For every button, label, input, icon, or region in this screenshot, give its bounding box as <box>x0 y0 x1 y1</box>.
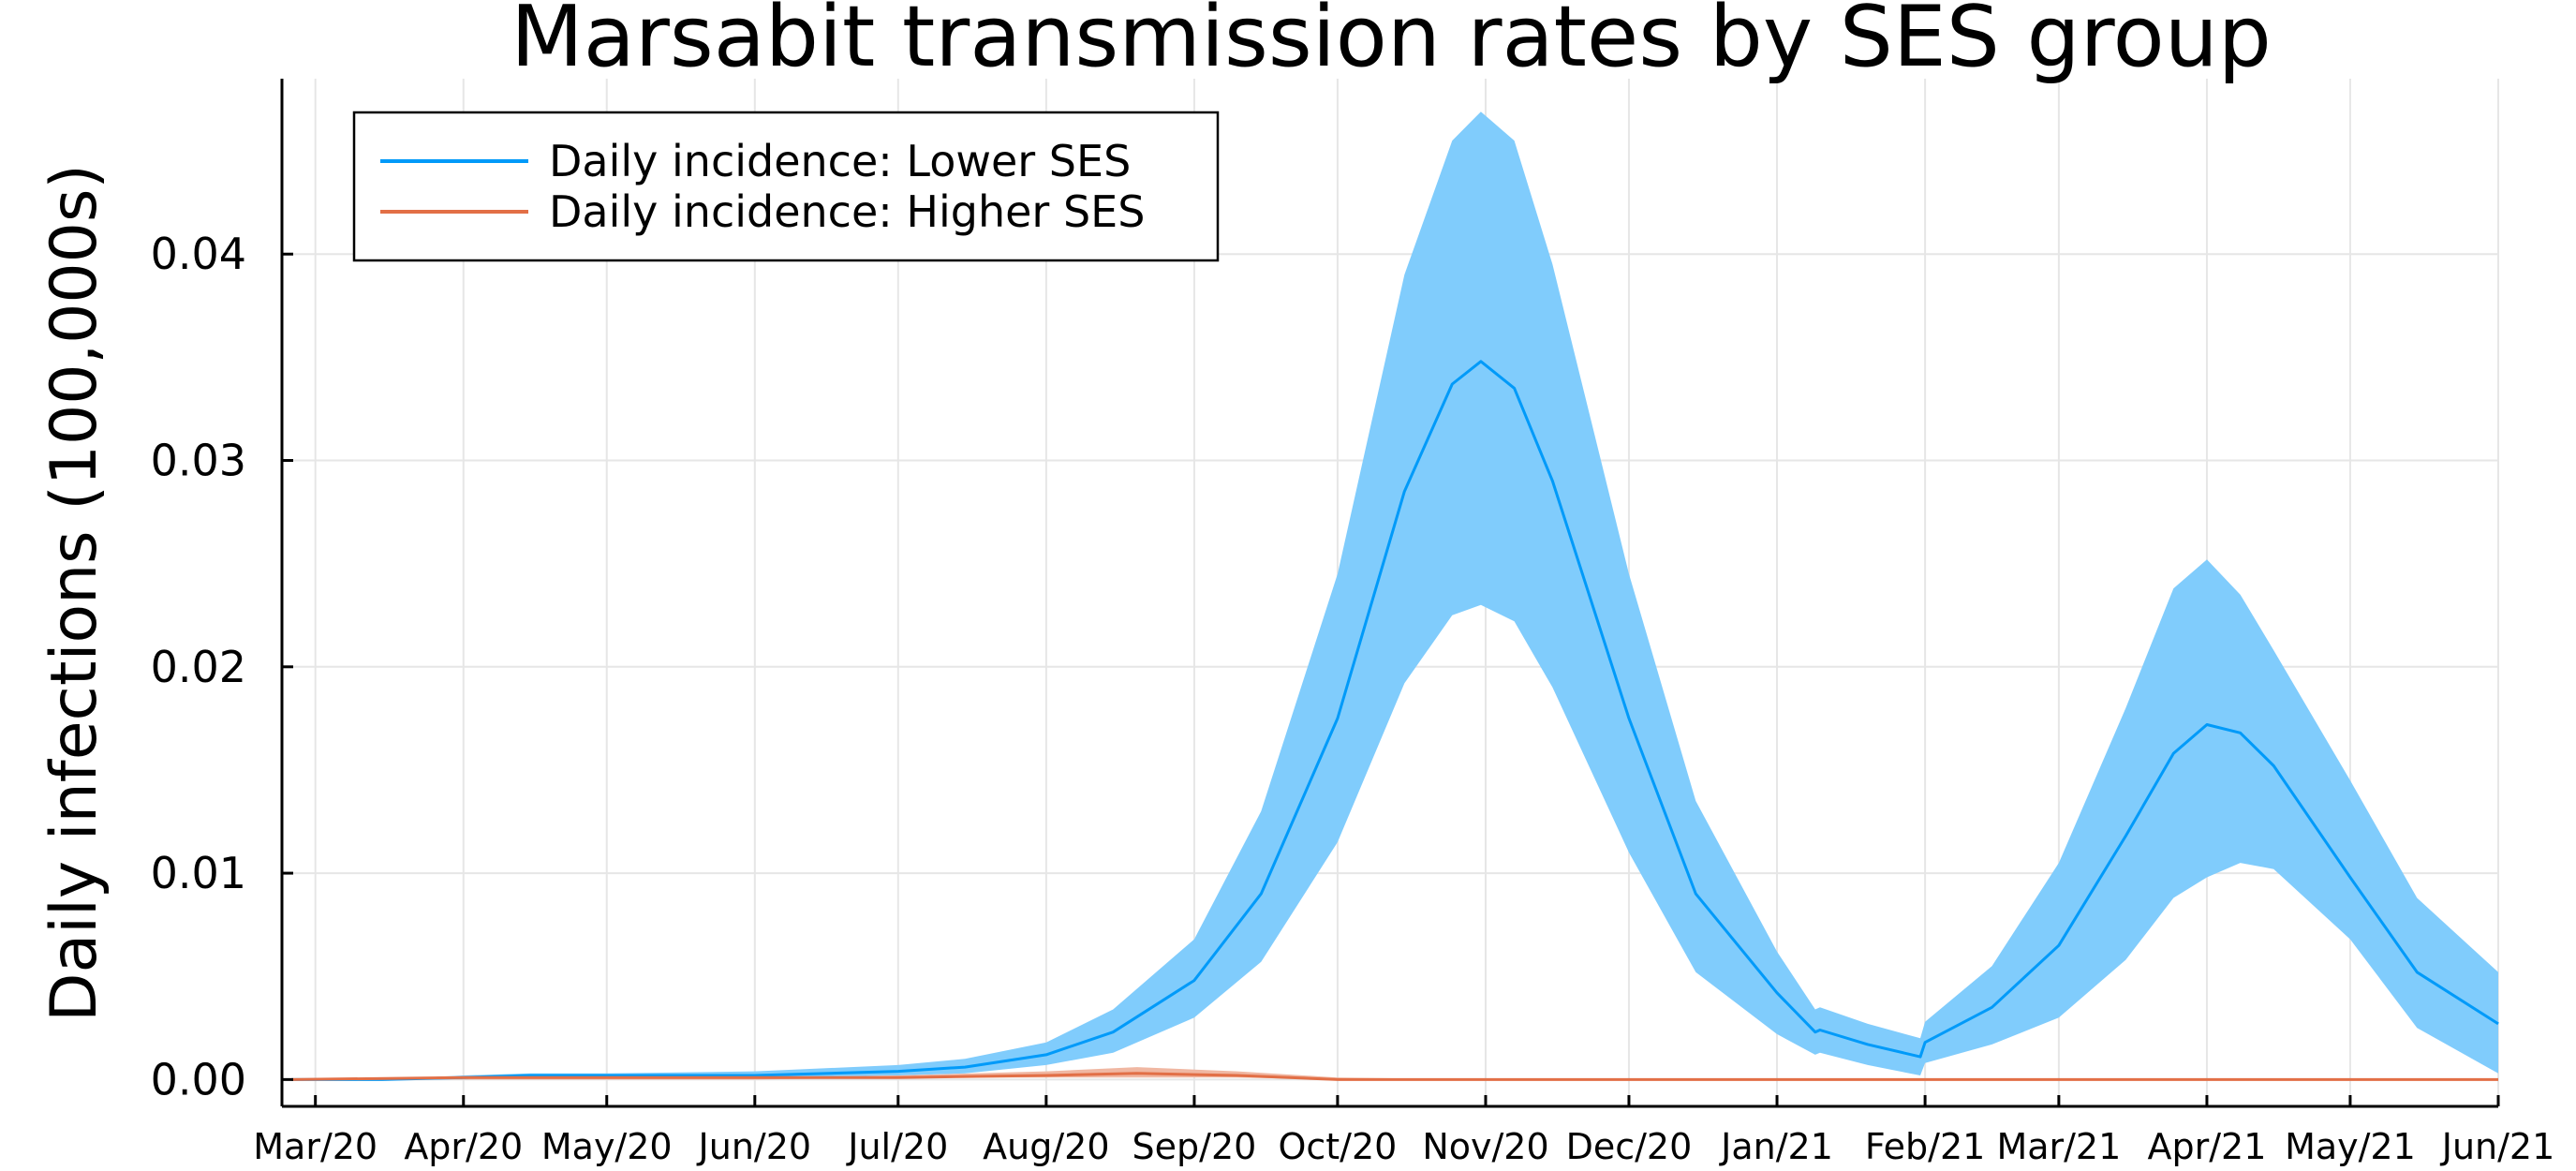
y-tick-label: 0.04 <box>151 229 246 279</box>
legend-label-2: Daily incidence: Higher SES <box>549 186 1145 237</box>
y-tick-label: 0.03 <box>151 436 246 486</box>
y-tick-label: 0.02 <box>151 642 246 692</box>
tick-labels: Mar/20 Apr/20 May/20 Jun/20 Jul/20 Aug/20 Sep/… <box>151 229 2555 1167</box>
x-tick-label: Jul/20 <box>846 1126 948 1167</box>
x-tick-label: Nov/20 <box>1422 1126 1548 1167</box>
x-tick-label: May/20 <box>541 1126 673 1167</box>
legend-box <box>352 111 1220 262</box>
x-tick-label: Mar/20 <box>253 1126 378 1167</box>
y-axis-label: Daily infections (100,000s) <box>37 164 111 1022</box>
x-tick-label: Jun/21 <box>2440 1126 2555 1167</box>
confidence-band-series-1 <box>291 111 2499 1080</box>
legend-label-1: Daily incidence: Lower SES <box>549 136 1131 186</box>
x-tick-label: Apr/21 <box>2147 1126 2266 1167</box>
x-tick-label: Aug/20 <box>983 1126 1109 1167</box>
x-tick-label: Sep/20 <box>1133 1126 1257 1167</box>
axes <box>280 79 2500 1108</box>
series-line-2 <box>291 1072 2498 1081</box>
x-tick-label: Jun/20 <box>697 1126 812 1167</box>
x-tick-label: Feb/21 <box>1865 1126 1985 1167</box>
y-tick-label: 0.00 <box>151 1054 246 1104</box>
x-tick-label: Oct/20 <box>1278 1126 1397 1167</box>
series-lines <box>291 360 2499 1081</box>
chart-title: Marsabit transmission rates by SES group <box>511 0 2272 86</box>
x-tick-label: Jan/21 <box>1719 1126 1833 1167</box>
x-tick-label: May/21 <box>2285 1126 2416 1167</box>
x-tick-label: Mar/21 <box>1996 1126 2121 1167</box>
x-tick-label: Dec/20 <box>1566 1126 1693 1167</box>
y-tick-label: 0.01 <box>151 848 246 898</box>
x-tick-label: Apr/20 <box>404 1126 523 1167</box>
series-line-1 <box>291 360 2499 1081</box>
